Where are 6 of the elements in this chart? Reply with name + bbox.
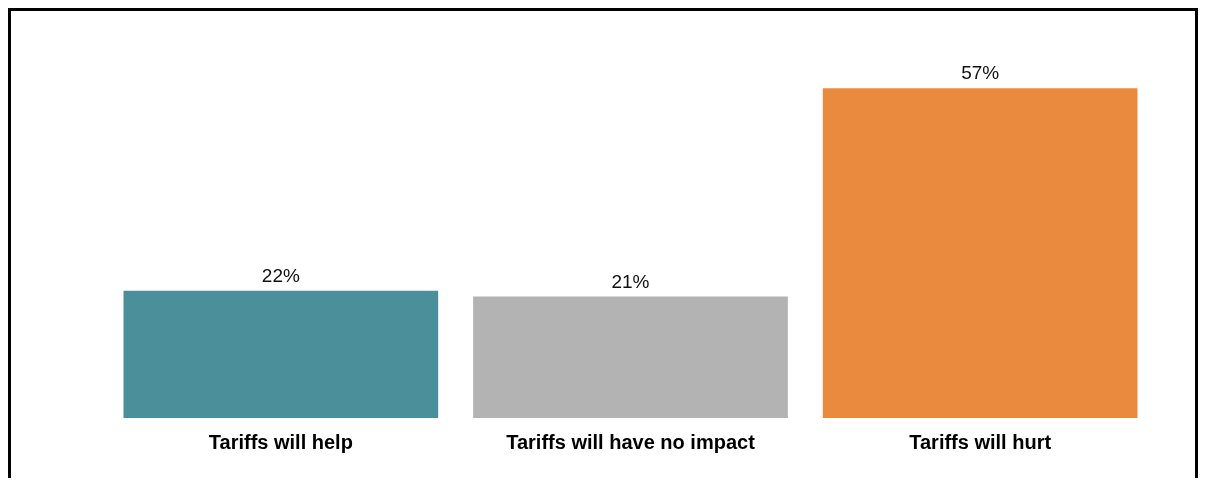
x-tick-label: Tariffs will help: [208, 431, 353, 453]
data-label: 22%: [261, 264, 300, 286]
x-tick-label: Tariffs will hurt: [909, 431, 1052, 453]
data-label: 21%: [611, 270, 650, 292]
data-label: 57%: [961, 62, 1000, 84]
x-tick-label: Tariffs will have no impact: [506, 431, 756, 453]
